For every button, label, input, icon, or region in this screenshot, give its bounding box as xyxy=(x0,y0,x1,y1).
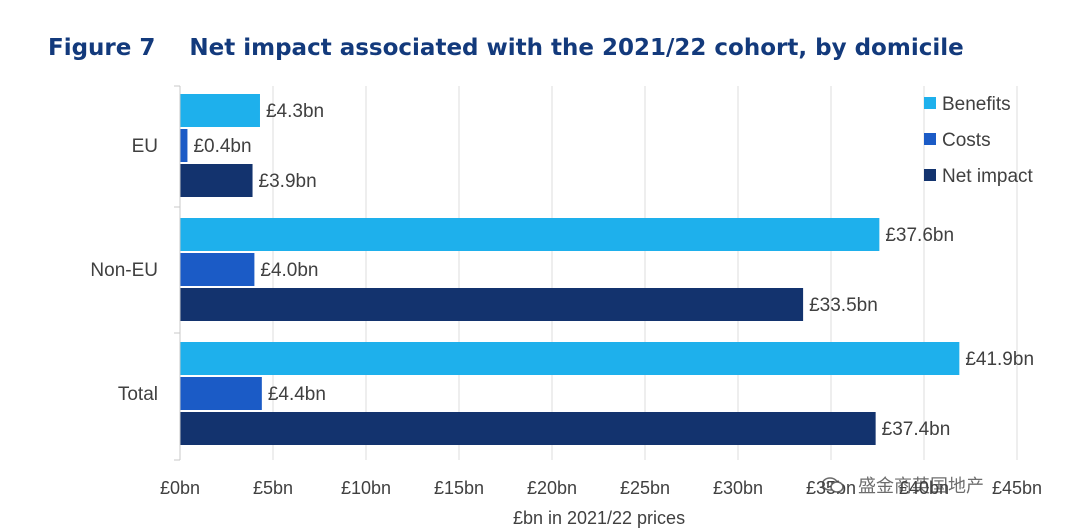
data-label: £37.6bn xyxy=(885,225,954,246)
bar-total-benefits xyxy=(180,342,960,375)
legend-label: Benefits xyxy=(942,94,1011,115)
data-label: £33.5bn xyxy=(809,295,878,316)
legend-swatch xyxy=(924,133,936,145)
data-label: £41.9bn xyxy=(965,349,1034,370)
legend-swatch xyxy=(924,169,936,181)
x-tick-label: £25bn xyxy=(620,478,670,498)
legend: Benefits Costs Net impact xyxy=(924,94,1034,187)
figure-label: Figure 7 xyxy=(48,35,156,61)
category-label: Total xyxy=(118,384,158,405)
legend-label: Costs xyxy=(942,130,991,151)
bar-eu-net-impact xyxy=(180,164,253,197)
x-axis: £0bn£5bn£10bn£15bn£20bn£25bn£30bn£35bn£4… xyxy=(160,478,1042,498)
x-tick-label: £20bn xyxy=(527,478,577,498)
legend-label: Net impact xyxy=(942,166,1034,187)
bars: £4.3bn £0.4bn £3.9bn £37.6bn £4.0bn £33.5bn £4… xyxy=(180,94,1034,445)
figure-header: Figure 7 Net impact associated with the … xyxy=(48,28,964,68)
legend-item: Costs xyxy=(924,130,991,151)
bar-non-eu-costs xyxy=(180,253,255,286)
legend-item: Net impact xyxy=(924,166,1034,187)
data-label: £4.0bn xyxy=(260,260,318,281)
watermark-text: 盛金商英国地产 xyxy=(858,476,984,497)
data-label: £4.4bn xyxy=(268,384,326,405)
x-tick-label: £45bn xyxy=(992,478,1042,498)
x-axis-title: £bn in 2021/22 prices xyxy=(513,508,685,528)
y-axis: EU Non-EU Total xyxy=(90,85,181,461)
bar-non-eu-net-impact xyxy=(180,288,804,321)
figure-title: Net impact associated with the 2021/22 c… xyxy=(189,35,964,61)
bar-non-eu-benefits xyxy=(180,218,880,251)
grid-lines xyxy=(272,86,1018,460)
x-tick-label: £5bn xyxy=(253,478,293,498)
watermark: 盛金商英国地产 xyxy=(822,472,984,498)
x-tick-label: £0bn xyxy=(160,478,200,498)
category-label: Non-EU xyxy=(90,260,158,281)
x-tick-label: £40bn xyxy=(899,478,949,498)
data-label: £3.9bn xyxy=(259,171,317,192)
legend-swatch xyxy=(924,97,936,109)
data-label: £37.4bn xyxy=(882,419,951,440)
bar-eu-benefits xyxy=(180,94,260,127)
wechat-icon xyxy=(822,477,844,493)
bar-total-net-impact xyxy=(180,412,876,445)
bar-total-costs xyxy=(180,377,262,410)
data-label: £4.3bn xyxy=(266,101,324,122)
category-label: EU xyxy=(132,136,158,157)
x-tick-label: £10bn xyxy=(341,478,391,498)
bar-eu-costs xyxy=(180,129,188,162)
data-label: £0.4bn xyxy=(193,136,251,157)
legend-item: Benefits xyxy=(924,94,1011,115)
x-tick-label: £15bn xyxy=(434,478,484,498)
x-tick-label: £30bn xyxy=(713,478,763,498)
